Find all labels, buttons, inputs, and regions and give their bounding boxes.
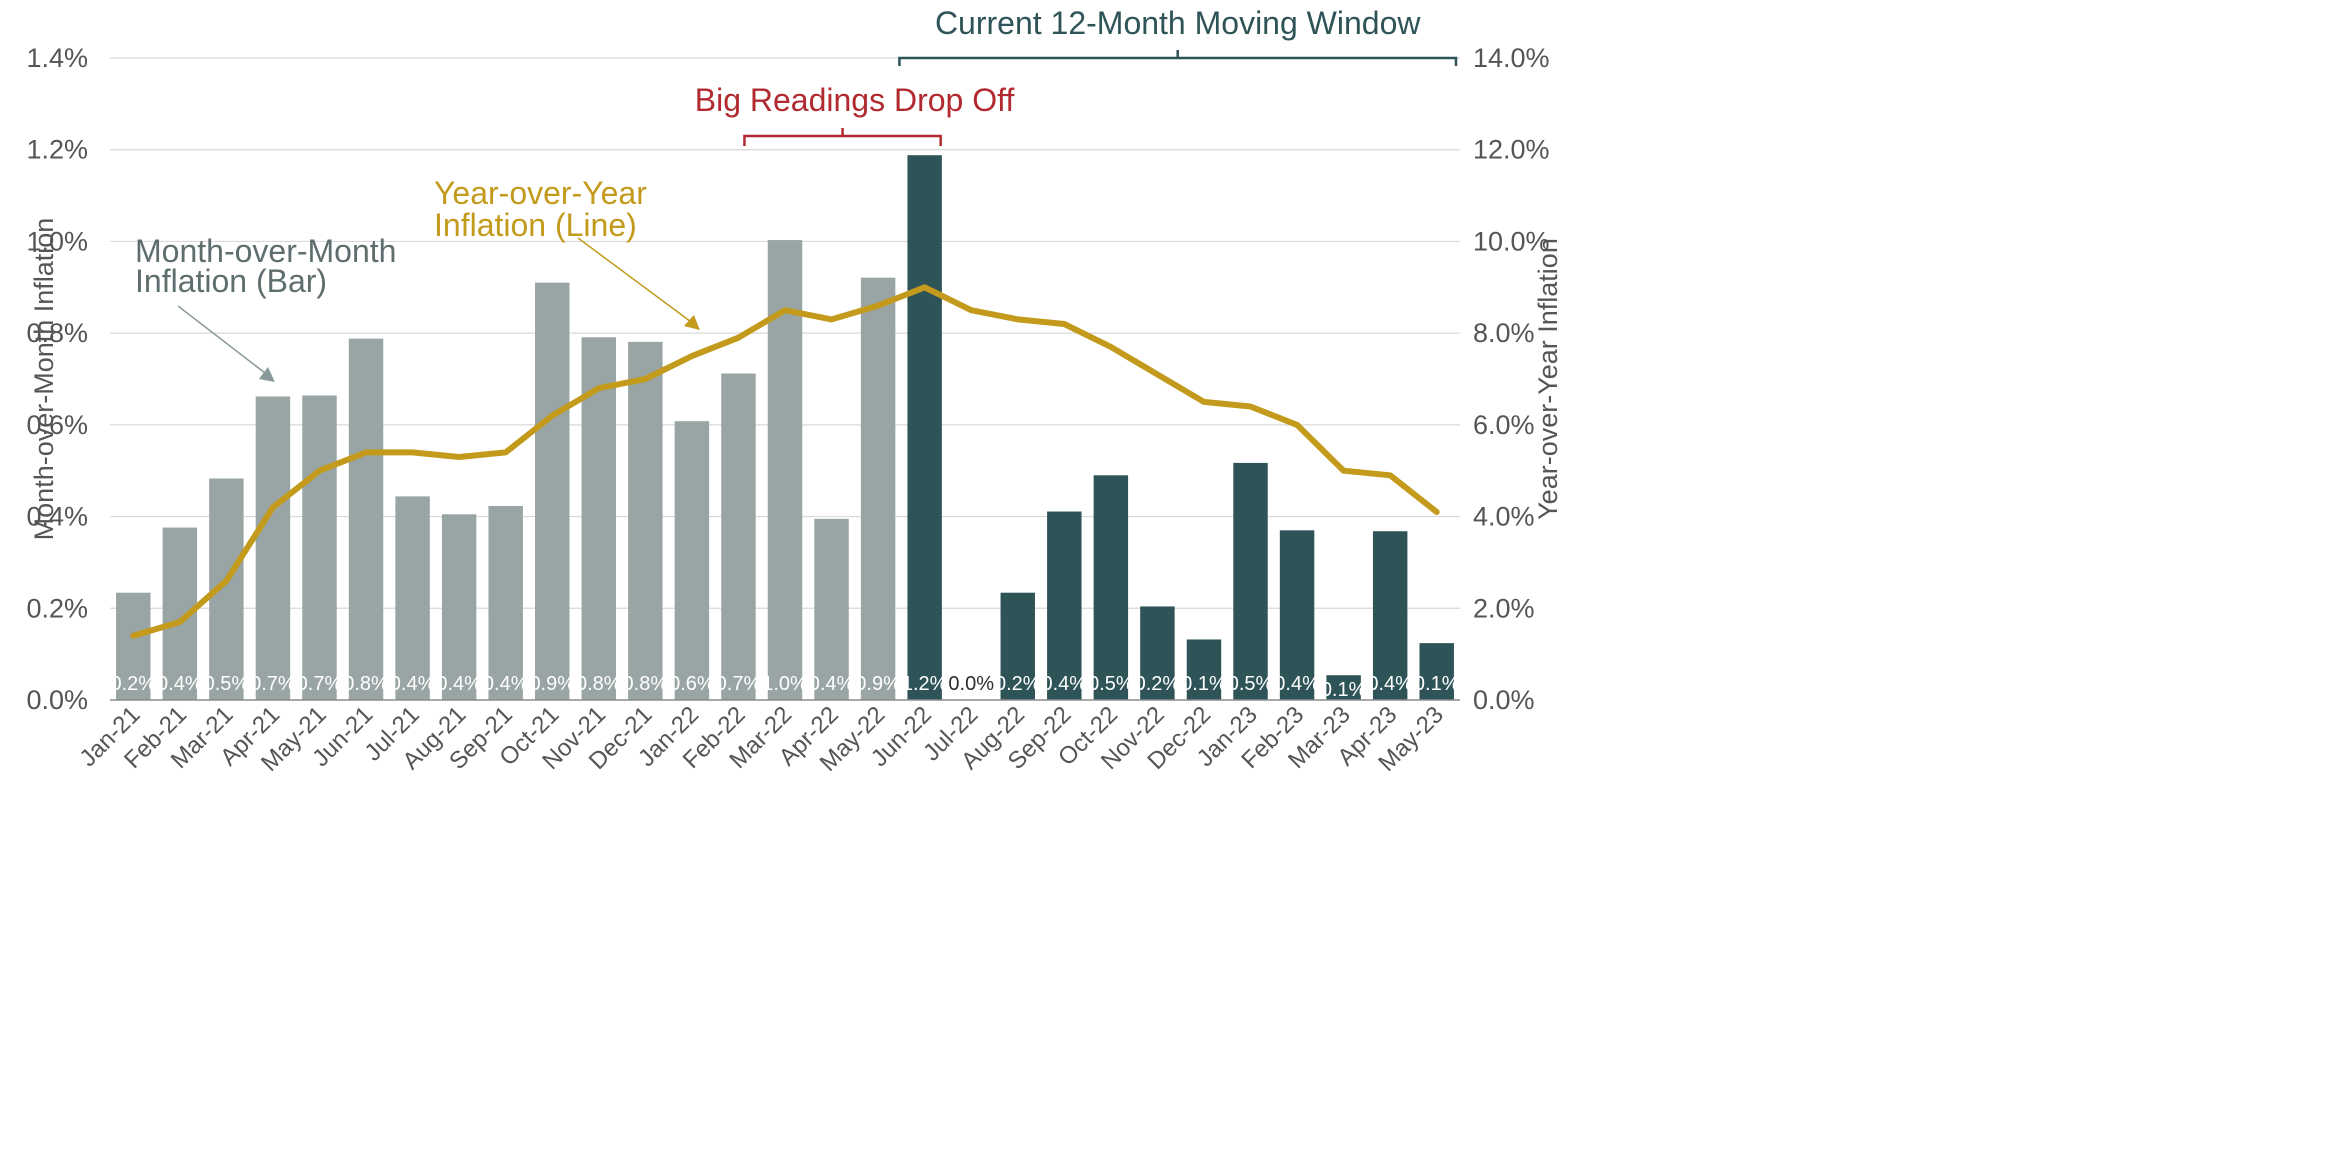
bar-data-label: 0.4% xyxy=(1274,673,1320,695)
moving-window-bracket xyxy=(898,56,1458,66)
bar-data-label: 1.0% xyxy=(762,673,808,695)
y-left-tick-label: 1.2% xyxy=(26,135,88,165)
bar xyxy=(395,496,430,700)
yoy-annotation-label: Inflation (Line) xyxy=(434,207,637,243)
bar xyxy=(628,341,663,700)
y-left-tick-label: 0.8% xyxy=(26,318,88,348)
bar-data-label: 0.7% xyxy=(250,673,296,695)
bar-data-label: 0.6% xyxy=(669,673,715,695)
y-left-tick-label: 0.6% xyxy=(26,410,88,440)
bar xyxy=(1279,530,1315,700)
bar-data-label: 1.2% xyxy=(902,673,948,695)
bar-data-label: 0.4% xyxy=(390,673,436,695)
bar xyxy=(255,396,291,700)
y-right-tick-label: 2.0% xyxy=(1473,593,1535,623)
y-left-tick-label: 0.0% xyxy=(26,685,88,715)
bar-data-label: 0.5% xyxy=(204,673,250,695)
mom-arrow-head xyxy=(258,367,275,382)
bar-data-label: 0.7% xyxy=(297,673,343,695)
bar xyxy=(1000,592,1035,700)
yoy-arrow-head xyxy=(683,315,700,330)
bar xyxy=(488,506,523,700)
y-right-axis-title: Year-over-Year Inflation xyxy=(1533,238,1563,520)
bar xyxy=(302,395,337,700)
bar xyxy=(535,282,570,700)
bar-data-label: 0.4% xyxy=(483,673,529,695)
bar xyxy=(1093,475,1129,700)
mom-annotation-label: Month-over-Month xyxy=(135,233,396,269)
y-right-tick-label: 14.0% xyxy=(1473,43,1550,73)
bar-data-label: 0.2% xyxy=(995,673,1041,695)
bar xyxy=(1047,511,1082,700)
bar-data-label: 0.5% xyxy=(1088,673,1134,695)
bar xyxy=(860,277,896,700)
bar-data-label: 0.9% xyxy=(855,673,901,695)
yoy-inflation-line xyxy=(130,284,1440,639)
bar xyxy=(721,373,756,700)
yoy-annotation-label: Year-over-Year xyxy=(434,175,647,211)
bar xyxy=(814,518,849,700)
bar-data-label: 0.7% xyxy=(716,673,762,695)
bar-data-label: 0.2% xyxy=(1135,673,1181,695)
bar-data-label: 0.1% xyxy=(1321,679,1367,701)
y-right-tick-label: 8.0% xyxy=(1473,318,1535,348)
moving-window-label: Current 12-Month Moving Window xyxy=(935,5,1421,41)
bar xyxy=(674,421,710,700)
bar-data-labels: 0.2% 0.4% 0.5% 0.7% 0.7% 0.8% 0.4% 0.4% 0.4% 0.9%… xyxy=(110,673,1459,701)
drop-off-bracket xyxy=(743,134,942,146)
bar-data-label: 0.2% xyxy=(110,673,156,695)
bar-data-label: 0.0% xyxy=(948,673,994,695)
bar xyxy=(907,155,942,700)
y-right-tick-label: 6.0% xyxy=(1473,410,1535,440)
y-left-tick-label: 1.0% xyxy=(26,226,88,256)
bar-data-label: 0.9% xyxy=(529,673,575,695)
bar xyxy=(1372,531,1408,700)
y-left-axis-title: Month-over-Month Inflation xyxy=(29,218,59,541)
bar-data-label: 0.4% xyxy=(436,673,482,695)
y-right-tick-label: 10.0% xyxy=(1473,226,1550,256)
bar xyxy=(1186,639,1222,700)
bar-data-label: 0.4% xyxy=(1042,673,1088,695)
line-series xyxy=(130,284,1440,639)
drop-off-label: Big Readings Drop Off xyxy=(695,82,1015,118)
mom-annotation-label: Inflation (Bar) xyxy=(135,263,327,299)
bar-data-label: 0.8% xyxy=(343,673,389,695)
bar xyxy=(1326,675,1361,700)
mom-arrow-shaft xyxy=(177,305,270,377)
bar-data-label: 0.4% xyxy=(157,673,203,695)
y-right-tick-label: 12.0% xyxy=(1473,135,1550,165)
y-left-tick-label: 1.4% xyxy=(26,43,88,73)
bar xyxy=(348,338,384,700)
bar-data-label: 0.5% xyxy=(1228,673,1274,695)
y-right-tick-label: 4.0% xyxy=(1473,502,1535,532)
y-left-tick-label: 0.2% xyxy=(26,593,88,623)
bar-data-label: 0.1% xyxy=(1181,673,1227,695)
bar-data-label: 0.8% xyxy=(623,673,669,695)
bar xyxy=(116,592,151,700)
annotations: Current 12-Month Moving Window Big Readin… xyxy=(135,5,1458,382)
bar-data-label: 0.1% xyxy=(1414,673,1460,695)
y-left-tick-label: 0.4% xyxy=(26,502,88,532)
bar xyxy=(441,514,477,700)
bar xyxy=(1233,462,1268,700)
bar xyxy=(1419,643,1454,700)
bar-data-label: 0.8% xyxy=(576,673,622,695)
y-right-tick-label: 0.0% xyxy=(1473,685,1535,715)
bar-data-label: 0.4% xyxy=(809,673,855,695)
bar-data-label: 0.4% xyxy=(1367,673,1413,695)
bar xyxy=(1140,606,1175,700)
yoy-arrow-shaft xyxy=(577,237,695,325)
